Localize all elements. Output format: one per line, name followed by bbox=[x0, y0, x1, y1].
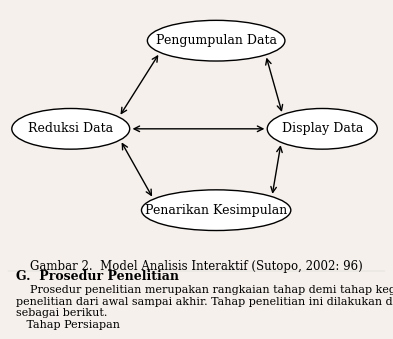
Ellipse shape bbox=[267, 108, 377, 149]
Ellipse shape bbox=[12, 108, 130, 149]
Text: Display Data: Display Data bbox=[281, 122, 363, 135]
Text: Tahap Persiapan: Tahap Persiapan bbox=[16, 320, 120, 330]
Text: Gambar 2.  Model Analisis Interaktif (Sutopo, 2002: 96): Gambar 2. Model Analisis Interaktif (Sut… bbox=[30, 260, 363, 273]
Text: sebagai berikut.: sebagai berikut. bbox=[16, 308, 107, 318]
Ellipse shape bbox=[147, 20, 285, 61]
Text: Penarikan Kesimpulan: Penarikan Kesimpulan bbox=[145, 204, 287, 217]
Text: Prosedur penelitian merupakan rangkaian tahap demi tahap kegiatan: Prosedur penelitian merupakan rangkaian … bbox=[16, 285, 393, 295]
Text: Reduksi Data: Reduksi Data bbox=[28, 122, 113, 135]
Text: Pengumpulan Data: Pengumpulan Data bbox=[156, 34, 277, 47]
Ellipse shape bbox=[141, 190, 291, 231]
Text: penelitian dari awal sampai akhir. Tahap penelitian ini dilakukan dengan cara: penelitian dari awal sampai akhir. Tahap… bbox=[16, 297, 393, 307]
Text: G.  Prosedur Penelitian: G. Prosedur Penelitian bbox=[16, 270, 179, 283]
